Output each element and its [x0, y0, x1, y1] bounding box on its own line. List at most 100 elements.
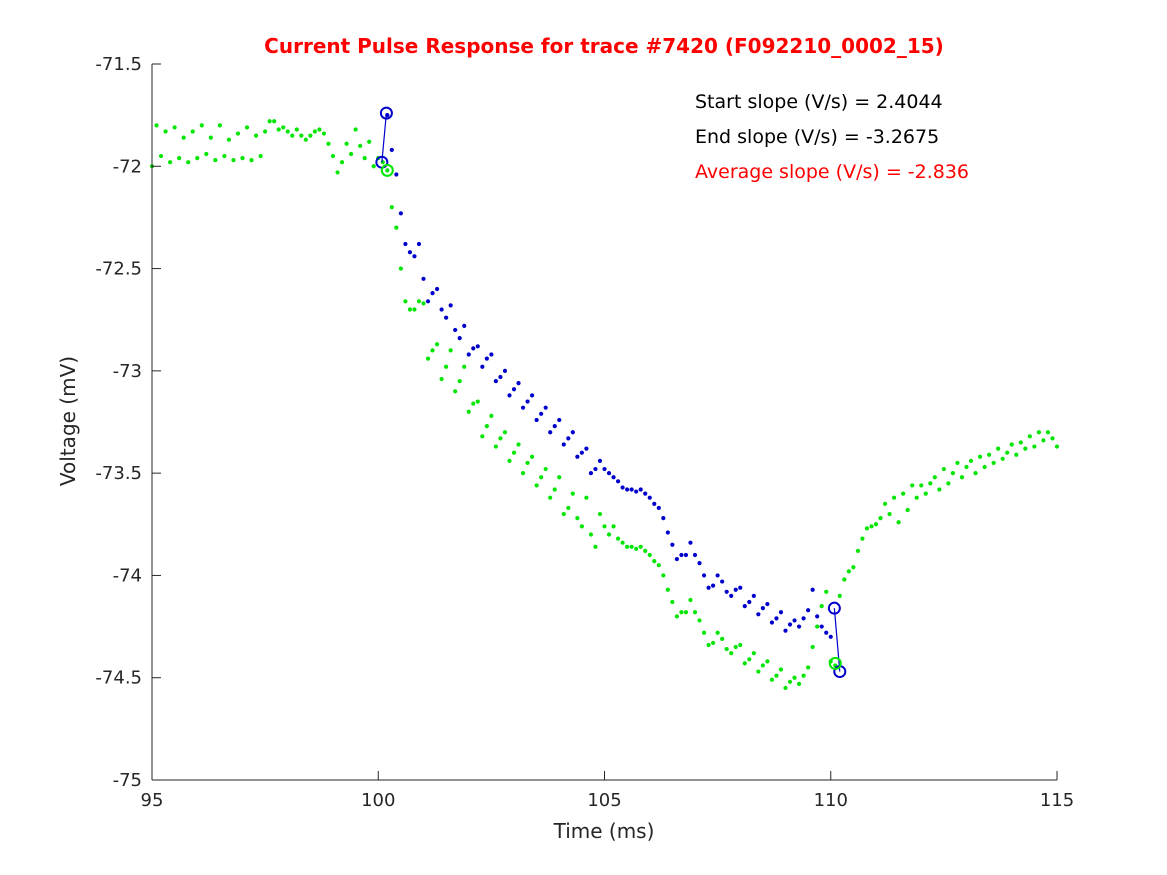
green-data-point [552, 487, 557, 492]
blue-data-point [828, 634, 833, 639]
green-data-point [1036, 430, 1041, 435]
green-data-point [507, 458, 512, 463]
green-data-point [421, 301, 426, 306]
blue-data-point [647, 495, 652, 500]
green-data-point [634, 546, 639, 551]
blue-data-point [448, 303, 453, 308]
blue-data-point [742, 604, 747, 609]
blue-data-point [801, 616, 806, 621]
green-data-point [235, 131, 241, 136]
blue-data-point [711, 583, 716, 588]
green-data-point [1050, 436, 1055, 441]
green-data-point [688, 597, 693, 603]
blue-data-point [507, 393, 512, 398]
average-slope-annotation: Average slope (V/s) = -2.836 [695, 161, 969, 183]
green-data-point [661, 573, 666, 578]
green-data-point [697, 618, 702, 623]
green-data-point [480, 434, 485, 439]
green-data-point [787, 679, 793, 684]
green-data-point [837, 593, 842, 598]
blue-data-point [706, 585, 711, 590]
green-data-point [258, 153, 263, 159]
blue-data-point [484, 356, 489, 361]
green-data-point [177, 156, 182, 161]
blue-data-point [530, 393, 535, 398]
green-data-point [353, 127, 358, 132]
green-data-point [656, 563, 661, 568]
green-data-point [398, 266, 403, 271]
green-data-point [683, 610, 689, 615]
green-data-point [806, 665, 811, 670]
blue-data-point [398, 211, 403, 216]
blue-data-point [493, 378, 498, 384]
blue-data-point [575, 454, 580, 459]
green-data-point [213, 158, 218, 163]
green-data-point [919, 483, 924, 488]
blue-data-point [720, 579, 725, 584]
green-data-point [226, 137, 232, 142]
plot-area [149, 106, 1060, 691]
green-data-point [1023, 446, 1028, 451]
blue-data-point [697, 561, 702, 566]
blue-data-point [765, 601, 770, 607]
blue-data-point [453, 327, 458, 333]
y-axis-title: Voltage (mV) [56, 356, 80, 486]
blue-data-point [561, 442, 566, 447]
green-data-point [362, 156, 367, 161]
green-data-point [272, 119, 277, 124]
green-data-point [520, 471, 526, 476]
x-tick-label: 105 [587, 790, 621, 811]
green-data-point [901, 491, 906, 496]
blue-data-point [638, 487, 643, 492]
green-data-point [946, 481, 951, 486]
blue-data-point [679, 552, 684, 558]
green-data-point [240, 156, 245, 161]
x-axis-title: Time (ms) [553, 819, 655, 843]
green-data-point [964, 464, 969, 470]
blue-data-point [615, 479, 621, 484]
start-blue-top-marker [379, 106, 393, 120]
blue-data-point [747, 599, 752, 605]
blue-data-point [652, 501, 657, 506]
green-data-point [330, 153, 336, 159]
blue-data-point [760, 606, 765, 611]
green-data-point [493, 444, 498, 449]
green-data-point [1045, 430, 1051, 435]
blue-data-point [738, 585, 743, 590]
green-data-point [1009, 442, 1014, 447]
green-data-point [222, 153, 227, 159]
green-data-point [471, 401, 476, 406]
green-data-point [742, 661, 747, 666]
blue-data-point [570, 430, 575, 435]
green-data-point [448, 348, 453, 353]
green-data-point [294, 127, 299, 132]
blue-data-point [534, 417, 539, 423]
green-data-point [263, 129, 268, 134]
green-data-point [910, 483, 915, 488]
green-data-point [665, 587, 670, 592]
green-data-point [670, 599, 675, 605]
green-data-point [643, 548, 648, 553]
green-data-point [321, 131, 327, 136]
green-data-point [525, 460, 530, 466]
green-data-point [339, 160, 345, 165]
blue-data-point [810, 587, 815, 592]
green-data-point [647, 552, 652, 558]
blue-data-point [661, 516, 666, 521]
y-tick-label: -74.5 [95, 668, 142, 689]
green-data-point [276, 127, 281, 132]
y-tick-label: -72.5 [95, 259, 142, 280]
blue-data-point [606, 471, 612, 476]
end-blue-top-marker [827, 601, 841, 615]
green-data-point [475, 399, 480, 404]
green-data-point [778, 667, 784, 672]
green-data-point [308, 133, 313, 138]
blue-data-point [756, 612, 761, 617]
blue-data-point [729, 593, 734, 598]
green-data-point [416, 299, 422, 304]
green-data-point [937, 487, 942, 492]
green-data-point [539, 475, 544, 480]
green-data-point [679, 610, 684, 615]
blue-data-point [566, 436, 571, 441]
green-data-point [991, 460, 996, 466]
